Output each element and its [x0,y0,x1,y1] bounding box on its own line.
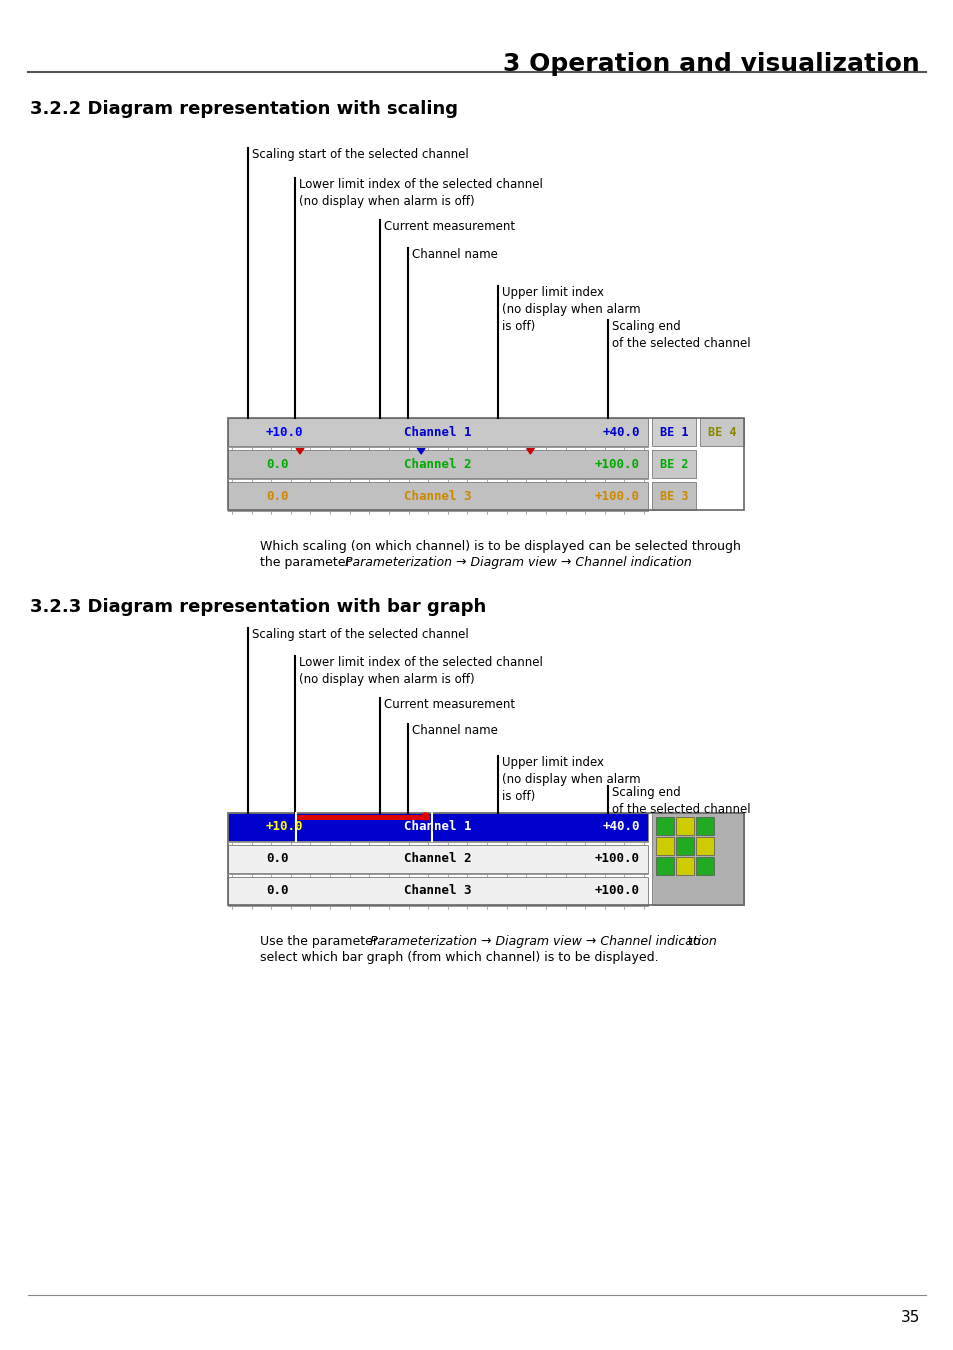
Text: 0.0: 0.0 [266,884,288,898]
Bar [656,817,673,836]
Bar [228,813,647,841]
Text: Scaling start of the selected channel: Scaling start of the selected channel [252,628,468,641]
Text: Parameterization → Diagram view → Channel indication: Parameterization → Diagram view → Channe… [370,936,716,948]
Text: BE 3: BE 3 [659,490,687,502]
Text: Current measurement: Current measurement [384,220,515,234]
Bar [651,482,696,510]
Bar [676,857,693,875]
Bar [228,813,743,904]
Text: BE 2: BE 2 [659,458,687,471]
Text: +40.0: +40.0 [602,821,639,833]
Text: Channel 3: Channel 3 [404,490,471,502]
Text: Upper limit index
(no display when alarm
is off): Upper limit index (no display when alarm… [501,286,640,333]
Text: Channel 1: Channel 1 [404,425,471,439]
Text: Which scaling (on which channel) is to be displayed can be selected through: Which scaling (on which channel) is to b… [260,540,740,553]
Text: the parameter: the parameter [260,556,355,568]
Text: Lower limit index of the selected channel
(no display when alarm is off): Lower limit index of the selected channe… [298,178,542,208]
Polygon shape [416,448,425,454]
Text: Channel 3: Channel 3 [404,884,471,898]
Bar [651,450,696,478]
Text: Channel 2: Channel 2 [404,852,471,865]
Bar [295,815,430,819]
Text: 35: 35 [900,1310,919,1324]
Text: Channel 2: Channel 2 [404,458,471,471]
Polygon shape [526,448,534,454]
Text: Channel name: Channel name [412,248,497,261]
Text: +100.0: +100.0 [595,852,639,865]
Bar [228,450,647,478]
Text: 0.0: 0.0 [266,852,288,865]
Text: 3 Operation and visualization: 3 Operation and visualization [503,53,919,76]
Text: +100.0: +100.0 [595,884,639,898]
Bar [228,845,647,873]
Text: BE 4: BE 4 [707,425,736,439]
Text: 3.2.3 Diagram representation with bar graph: 3.2.3 Diagram representation with bar gr… [30,598,486,616]
Text: Channel 1: Channel 1 [404,821,471,833]
Text: +10.0: +10.0 [266,821,303,833]
Text: +100.0: +100.0 [595,458,639,471]
Text: to: to [683,936,700,948]
Text: +40.0: +40.0 [602,425,639,439]
Text: .: . [652,556,657,568]
Polygon shape [295,448,304,454]
Bar [696,817,713,836]
Text: 3.2.2 Diagram representation with scaling: 3.2.2 Diagram representation with scalin… [30,100,457,117]
Bar [656,857,673,875]
Text: BE 1: BE 1 [659,425,687,439]
Text: Scaling start of the selected channel: Scaling start of the selected channel [252,148,468,161]
Bar [676,817,693,836]
Bar [651,813,743,904]
Bar [700,418,743,446]
Text: 0.0: 0.0 [266,490,288,502]
Bar [676,837,693,855]
Text: Current measurement: Current measurement [384,698,515,711]
Text: Upper limit index
(no display when alarm
is off): Upper limit index (no display when alarm… [501,756,640,803]
Text: +10.0: +10.0 [266,425,303,439]
Bar [228,878,647,904]
Bar [651,418,696,446]
Bar [696,837,713,855]
Bar [228,482,647,510]
Bar [656,837,673,855]
Text: 0.0: 0.0 [266,458,288,471]
Text: select which bar graph (from which channel) is to be displayed.: select which bar graph (from which chann… [260,950,658,964]
Bar [228,418,743,510]
Text: +100.0: +100.0 [595,490,639,502]
Text: Scaling end
of the selected channel: Scaling end of the selected channel [612,786,750,815]
Text: Use the parameter: Use the parameter [260,936,381,948]
Bar [228,418,647,446]
Text: Channel name: Channel name [412,724,497,737]
Text: Lower limit index of the selected channel
(no display when alarm is off): Lower limit index of the selected channe… [298,656,542,686]
Text: Parameterization → Diagram view → Channel indication: Parameterization → Diagram view → Channe… [345,556,691,568]
Bar [696,857,713,875]
Text: Scaling end
of the selected channel: Scaling end of the selected channel [612,320,750,350]
